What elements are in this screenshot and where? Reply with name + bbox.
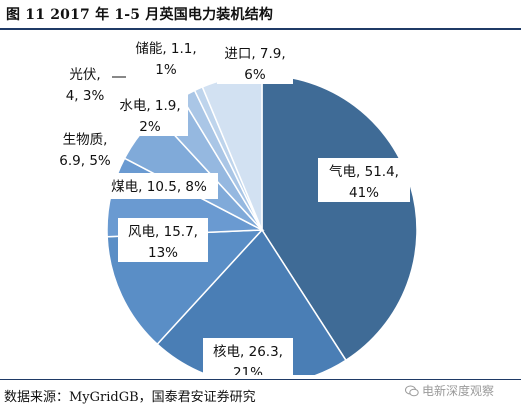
slice-label-box-8	[217, 40, 293, 84]
slice-label-box-7	[126, 35, 206, 79]
slice-label-7-line1: 储能, 1.1,	[135, 41, 196, 57]
slice-label-box-3	[100, 173, 218, 199]
slice-label-8-line1: 进口, 7.9,	[224, 46, 285, 62]
slice-label-0-line1: 气电, 51.4,	[329, 164, 399, 180]
slice-label-1-line2: 21%	[233, 365, 263, 375]
slice-label-5-line1: 光伏,	[69, 67, 100, 83]
slice-label-3-line1: 煤电, 10.5, 8%	[111, 179, 207, 195]
slice-label-box-4	[52, 126, 118, 170]
slice-label-box-6	[112, 92, 188, 136]
slice-label-4-line2: 6.9, 5%	[59, 153, 111, 169]
slice-label-5-line2: 4, 3%	[66, 88, 105, 104]
watermark: 电新深度观察	[405, 382, 494, 399]
slice-label-4-line1: 生物质,	[63, 132, 108, 148]
source-rule	[0, 379, 521, 380]
slice-label-7-line2: 1%	[155, 62, 177, 78]
slice-label-8-line2: 6%	[244, 67, 266, 83]
slice-label-2-line1: 风电, 15.7,	[128, 224, 198, 240]
slice-label-1-line1: 核电, 26.3,	[213, 344, 283, 360]
slice-label-6-line1: 水电, 1.9,	[119, 98, 180, 114]
slice-label-box-5	[60, 61, 110, 105]
title-rule	[0, 28, 521, 30]
slice-label-box-1	[203, 338, 293, 375]
slice-label-0-line2: 41%	[349, 185, 379, 201]
watermark-text: 电新深度观察	[422, 384, 495, 398]
source-note: 数据来源：MyGridGB，国泰君安证券研究	[4, 390, 256, 405]
wechat-icon	[405, 385, 419, 396]
figure-title: 图 11 2017 年 1-5 月英国电力装机结构	[6, 7, 274, 23]
pie-chart: 气电, 51.4, 41% 核电, 26.3, 21% 风电, 15.7, 13% 煤电, …	[52, 35, 418, 375]
slice-label-2-line2: 13%	[148, 245, 178, 261]
slice-label-box-0	[318, 158, 410, 202]
slice-label-6-line2: 2%	[139, 119, 161, 135]
slice-label-box-2	[118, 218, 208, 262]
